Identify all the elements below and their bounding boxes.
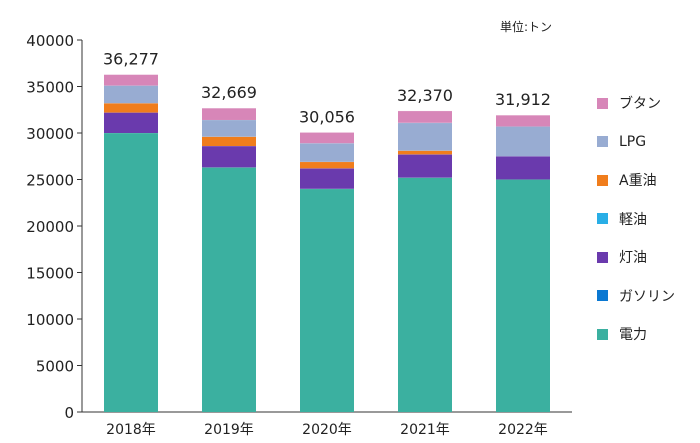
bar-segment	[202, 136, 256, 147]
bar-segment	[496, 179, 550, 412]
bar-segment	[398, 177, 452, 412]
bar-segment	[300, 132, 354, 144]
legend-swatch	[597, 136, 608, 147]
bar-segment	[300, 188, 354, 412]
bar-total-label: 32,669	[201, 83, 257, 102]
legend-item: LPG	[597, 132, 646, 152]
legend-item: ブタン	[597, 93, 661, 113]
legend-label: 灯油	[619, 250, 647, 266]
bar-segment	[202, 146, 256, 168]
labels: 36,277 2018年 32,669 2019年 30,056 2020年 32,370 2…	[103, 50, 551, 438]
bar-segment	[300, 161, 354, 169]
bar-segment	[104, 103, 158, 113]
legend-item: ガソリン	[597, 286, 675, 306]
bar-segment	[300, 168, 354, 189]
bar-segment	[202, 108, 256, 120]
x-tick-label: 2022年	[498, 422, 548, 438]
legend-label: ガソリン	[619, 288, 675, 305]
bar-total-label: 30,056	[299, 107, 355, 126]
y-tick-label: 35000	[26, 79, 74, 97]
bar-segment	[104, 85, 158, 104]
legend-item: 灯油	[597, 247, 647, 267]
legend-swatch	[597, 251, 608, 263]
bar-total-label: 32,370	[397, 86, 453, 105]
legend-label: 電力	[619, 327, 647, 343]
bar-segment	[398, 122, 452, 151]
legend-swatch	[597, 213, 608, 224]
legend-swatch	[597, 290, 608, 301]
legend-label: A重油	[619, 173, 657, 189]
legend-swatch	[597, 328, 608, 340]
bar-segment	[398, 150, 452, 155]
bar-segment	[104, 133, 158, 412]
bar-segment	[398, 110, 452, 123]
y-tick-label: 10000	[26, 311, 74, 329]
y-tick-label: 20000	[26, 218, 74, 236]
bar-segment	[202, 119, 256, 137]
y-tick-label: 30000	[26, 125, 74, 143]
bar-segment	[300, 143, 354, 162]
x-tick-label: 2019年	[204, 422, 254, 438]
bar-total-label: 36,277	[103, 50, 159, 69]
bar-segment	[104, 112, 158, 133]
legend-item: A重油	[597, 170, 657, 190]
y-tick-label: 25000	[26, 172, 74, 190]
legend-label: LPG	[619, 133, 647, 150]
bars	[104, 74, 550, 412]
bar-segment	[104, 74, 158, 86]
y-tick-label: 40000	[26, 32, 74, 50]
bar-segment	[202, 167, 256, 412]
x-tick-label: 2018年	[106, 422, 156, 438]
bar-segment	[398, 154, 452, 178]
bar-segment	[496, 115, 550, 127]
x-tick-label: 2020年	[302, 422, 352, 438]
legend-label: 軽油	[619, 211, 647, 228]
bar-segment	[496, 126, 550, 157]
x-tick-label: 2021年	[400, 422, 450, 438]
legend-item: 軽油	[597, 209, 647, 229]
bar-segment	[496, 156, 550, 180]
legend-swatch	[597, 174, 608, 186]
y-tick-label: 5000	[36, 358, 74, 376]
y-tick-label: 0	[64, 404, 74, 422]
legend-item: 電力	[597, 324, 647, 344]
legend-label: ブタン	[619, 96, 661, 112]
bar-total-label: 31,912	[495, 90, 551, 109]
axes: 0 5000 10000 15000 20000 25000 30000 35000 40000	[26, 32, 572, 422]
unit-label: 単位:トン	[500, 20, 553, 34]
y-tick-label: 15000	[26, 265, 74, 283]
legend-swatch	[597, 97, 608, 109]
